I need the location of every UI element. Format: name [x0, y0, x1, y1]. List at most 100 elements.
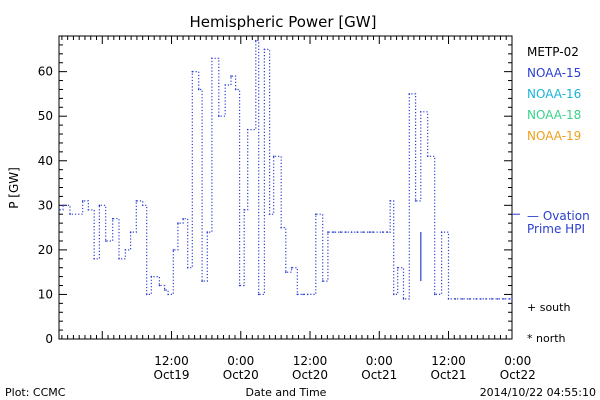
y-tick-label: 40 [38, 154, 53, 168]
data-point [263, 48, 266, 51]
x-tick-date-label: Oct20 [223, 368, 259, 382]
y-axis: 0 10 20 30 40 50 60 [38, 35, 512, 346]
data-point [163, 289, 166, 291]
data-point [257, 293, 260, 296]
data-point [386, 231, 389, 233]
data-point [433, 293, 436, 296]
data-point [238, 284, 241, 287]
data-point [255, 39, 257, 42]
legend-item-noaa-15: NOAA-15 [527, 66, 581, 80]
data-point [426, 155, 429, 158]
data-point [158, 284, 161, 287]
x-tick-label: 12:00 [431, 354, 466, 368]
x-tick-date-label: Oct22 [500, 368, 536, 382]
data-point [332, 231, 335, 233]
data-point [135, 200, 138, 202]
data-point [321, 280, 324, 282]
data-point [218, 115, 220, 117]
data-point [454, 298, 457, 300]
data-point [306, 293, 309, 296]
data-point [339, 231, 342, 233]
legend-ovation-line2: Prime HPI [527, 222, 585, 236]
data-point [145, 293, 148, 296]
data-point [496, 298, 499, 300]
legend-item-noaa-16: NOAA-16 [527, 87, 581, 101]
data-point [150, 275, 153, 278]
data-point [468, 298, 471, 300]
data-point [290, 266, 293, 269]
plot-frame [58, 35, 513, 340]
chart-title: Hemispheric Power [GW] [190, 13, 377, 31]
data-point [475, 298, 478, 300]
data-point [315, 213, 317, 215]
y-tick-label: 0 [45, 332, 53, 346]
data-point [224, 84, 226, 86]
legend-north: * north [527, 332, 566, 345]
x-tick-label: 0:00 [227, 354, 254, 368]
series-line-noaa-15 [59, 39, 512, 300]
data-point [408, 93, 411, 95]
data-point [268, 213, 271, 215]
data-point [124, 249, 127, 251]
x-tick-label: 0:00 [366, 354, 393, 368]
y-tick-label: 30 [38, 198, 53, 212]
y-tick-label: 60 [38, 65, 53, 79]
data-point [447, 298, 450, 300]
data-point [93, 258, 95, 260]
data-point [234, 88, 237, 91]
data-point [87, 209, 90, 211]
data-point [327, 231, 329, 233]
y-tick-label: 50 [38, 109, 53, 123]
legend-satellites: METP-02 NOAA-15 NOAA-16 NOAA-18 NOAA-19 [527, 45, 581, 143]
data-point [389, 200, 392, 202]
footer-plot-credit: Plot: CCMC [5, 386, 66, 399]
data-point [440, 231, 443, 233]
data-point [396, 266, 399, 269]
series-layer [58, 39, 513, 300]
x-axis: 12:00Oct190:00Oct2012:00Oct200:00Oct2112… [61, 36, 536, 382]
data-point [201, 280, 203, 282]
data-point [141, 204, 144, 207]
data-point [98, 204, 101, 207]
legend-south: + south [527, 301, 570, 314]
data-point [177, 222, 179, 224]
data-point [296, 293, 299, 296]
y-tick-label: 20 [38, 243, 53, 257]
data-point [345, 231, 347, 233]
x-tick-label: 12:00 [293, 354, 328, 368]
x-tick-label: 0:00 [504, 354, 531, 368]
data-point [362, 231, 364, 233]
data-point [111, 217, 114, 220]
data-point [104, 240, 107, 242]
x-tick-date-label: Oct21 [431, 368, 467, 382]
data-point [280, 226, 283, 229]
data-point [197, 88, 200, 91]
data-point [402, 298, 405, 300]
x-tick-date-label: Oct20 [292, 368, 328, 382]
data-point [420, 111, 422, 113]
data-point [69, 213, 71, 215]
data-point [62, 204, 64, 207]
data-point [302, 293, 304, 296]
x-tick-label: 12:00 [154, 354, 189, 368]
data-point [511, 298, 513, 300]
data-point [372, 231, 374, 233]
data-point [230, 75, 232, 77]
footer-timestamp: 2014/10/22 04:55:10 [480, 386, 596, 399]
data-point [350, 231, 353, 233]
data-point [81, 200, 84, 202]
data-point [356, 231, 359, 233]
data-point [392, 293, 395, 296]
data-point [272, 155, 275, 158]
data-point [381, 231, 384, 233]
data-point [167, 293, 169, 296]
data-point [172, 249, 175, 251]
data-point [414, 200, 417, 202]
data-point [285, 271, 287, 274]
y-tick-label: 10 [38, 287, 53, 301]
data-point [508, 298, 511, 300]
data-point [480, 298, 482, 300]
data-point [485, 298, 487, 300]
data-point [243, 209, 245, 211]
